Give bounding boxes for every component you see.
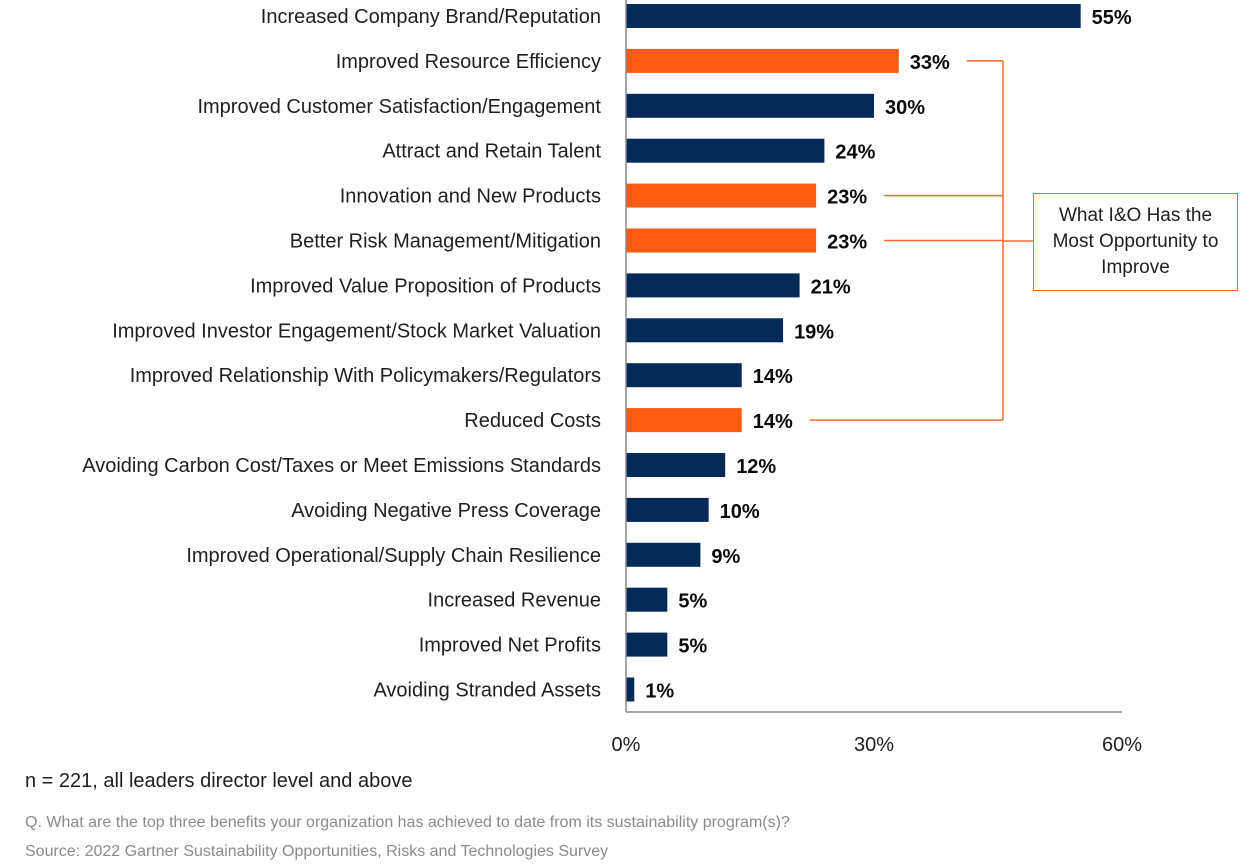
category-label: Improved Investor Engagement/Stock Marke… [112,320,601,342]
value-label: 5% [678,636,707,658]
callout-connectors [809,60,1033,421]
value-label: 10% [720,501,760,523]
bar [626,48,899,73]
value-label: 33% [910,52,950,74]
bar [626,93,874,118]
bar [626,318,784,343]
value-label: 9% [711,546,740,568]
value-label: 55% [1092,7,1132,29]
category-label: Improved Resource Efficiency [336,51,601,73]
category-label: Improved Operational/Supply Chain Resili… [186,545,601,567]
source-note: Source: 2022 Gartner Sustainability Oppo… [25,843,609,860]
bar [626,497,709,522]
value-label: 19% [794,321,834,343]
x-tick-label: 30% [854,734,894,756]
x-tick-label: 60% [1102,734,1142,756]
value-label: 30% [885,97,925,119]
category-label: Increased Company Brand/Reputation [261,6,601,28]
value-label: 1% [645,681,674,703]
category-label: Avoiding Carbon Cost/Taxes or Meet Emiss… [82,455,601,477]
category-labels: Increased Company Brand/Reputation Improv… [82,6,601,702]
callout-text: What I&O Has the Most Opportunity to Imp… [1052,205,1219,278]
category-label: Innovation and New Products [340,186,601,208]
x-axis-ticks: 0% 30% 60% [612,734,1143,756]
value-label: 14% [753,411,793,433]
callout-box: What I&O Has the Most Opportunity to Imp… [1033,193,1238,291]
value-label: 14% [753,366,793,388]
value-label: 24% [835,142,875,164]
category-label: Avoiding Negative Press Coverage [291,500,601,522]
bar [626,453,726,477]
survey-question: Q. What are the top three benefits your … [25,814,790,831]
bar [626,183,817,208]
category-label: Increased Revenue [428,590,601,612]
bars-layer [626,4,1081,702]
x-tick-label: 0% [612,734,641,756]
category-label: Improved Net Profits [419,635,601,657]
category-label: Improved Relationship With Policymakers/… [130,365,601,387]
bar [626,138,825,163]
value-label: 12% [736,456,776,478]
bar [626,587,668,612]
category-label: Reduced Costs [464,410,601,432]
bar [626,632,668,657]
value-label: 21% [811,276,851,298]
bar [626,228,817,253]
category-label: Improved Value Proposition of Products [250,275,601,297]
value-label: 5% [678,591,707,613]
bar [626,408,742,433]
bar [626,542,701,567]
bar [626,273,800,298]
category-label: Avoiding Stranded Assets [373,680,601,702]
value-label: 23% [827,232,867,254]
value-labels: 55% 33% 30% 24% 23% 23% 21% 19% 14% 14% 12% 10% 9% 5%… [645,7,1132,703]
sample-note: n = 221, all leaders director level and … [25,770,413,792]
value-label: 23% [827,187,867,209]
category-label: Attract and Retain Talent [382,141,601,163]
bar [626,677,635,702]
category-label: Improved Customer Satisfaction/Engagemen… [197,96,601,118]
bar [626,4,1081,28]
category-label: Better Risk Management/Mitigation [290,231,601,253]
bar [626,363,742,388]
